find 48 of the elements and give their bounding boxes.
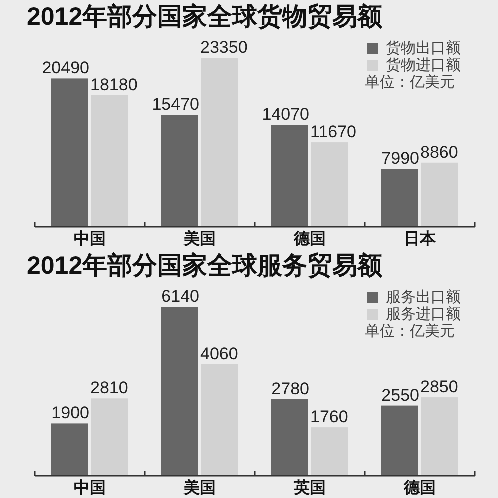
x-tick-label: 德国 bbox=[403, 479, 436, 497]
x-tick-label: 日本 bbox=[404, 230, 437, 248]
data-label: 11670 bbox=[310, 122, 357, 142]
data-label: 2810 bbox=[90, 378, 128, 398]
data-label: 15470 bbox=[152, 95, 200, 114]
x-tick-label: 德国 bbox=[293, 230, 326, 248]
legend-label: 货物进口额 bbox=[386, 57, 461, 74]
chart-title: 2012年部分国家全球服务贸易额 bbox=[27, 252, 384, 280]
data-label: 23350 bbox=[200, 38, 248, 57]
bar bbox=[422, 162, 458, 227]
data-label: 7990 bbox=[382, 149, 420, 168]
data-label: 1900 bbox=[52, 404, 90, 423]
data-label: 6140 bbox=[162, 287, 200, 306]
legend-label: 服务进口额 bbox=[386, 306, 461, 323]
data-label: 18180 bbox=[90, 75, 138, 94]
bar bbox=[202, 58, 238, 227]
annotation: 单位：亿美元 bbox=[365, 323, 455, 340]
bar bbox=[52, 424, 88, 476]
bar bbox=[162, 115, 198, 227]
bar bbox=[92, 398, 128, 476]
data-label: 2850 bbox=[420, 378, 458, 397]
bar bbox=[312, 428, 348, 476]
data-label: 1760 bbox=[310, 408, 348, 427]
bar bbox=[272, 125, 308, 227]
data-label: 2550 bbox=[382, 386, 420, 405]
x-tick-label: 美国 bbox=[183, 478, 216, 497]
bar bbox=[202, 364, 238, 476]
annotation: 单位：亿美元 bbox=[365, 74, 455, 91]
legend-label: 服务出口额 bbox=[386, 289, 461, 306]
x-tick-label: 中国 bbox=[74, 230, 106, 248]
data-label: 14070 bbox=[262, 105, 310, 124]
bar bbox=[52, 78, 88, 227]
bar bbox=[312, 142, 348, 227]
data-label: 2780 bbox=[272, 379, 310, 398]
bar bbox=[92, 95, 128, 227]
data-label: 4060 bbox=[200, 344, 238, 364]
x-tick-label: 中国 bbox=[74, 479, 106, 497]
x-tick-label: 美国 bbox=[183, 229, 216, 248]
data-label: 8860 bbox=[420, 142, 458, 162]
x-tick-label: 英国 bbox=[293, 479, 326, 497]
bar bbox=[422, 398, 458, 476]
bar bbox=[162, 307, 198, 476]
chart-title: 2012年部分国家全球货物贸易额 bbox=[27, 3, 384, 31]
bar bbox=[382, 406, 418, 476]
bar bbox=[382, 169, 418, 227]
legend-label: 货物出口额 bbox=[386, 40, 461, 57]
bar bbox=[272, 399, 308, 476]
data-label: 20490 bbox=[42, 58, 90, 78]
